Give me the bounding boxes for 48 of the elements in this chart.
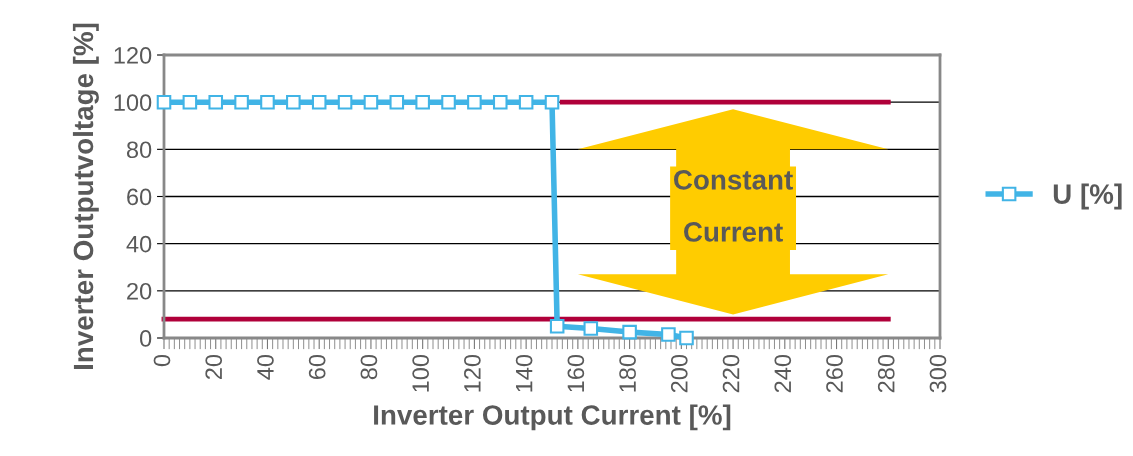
x-tick-label: 0 xyxy=(153,354,171,367)
x-tick-label: 180 xyxy=(619,354,636,392)
y-axis-title: Inverter Outputvoltage [%] xyxy=(72,23,99,370)
legend-label: U [%] xyxy=(1053,183,1122,210)
x-tick-label: 160 xyxy=(567,354,585,392)
y-tick-label: 40 xyxy=(126,235,152,253)
point xyxy=(549,318,565,334)
x-tick-label: 120 xyxy=(464,354,481,392)
point xyxy=(679,330,694,346)
y-tick-label: 100 xyxy=(114,94,152,111)
point xyxy=(156,94,172,110)
y-tick-label: 120 xyxy=(114,47,152,64)
point xyxy=(260,94,275,110)
x-tick-label: 20 xyxy=(205,354,223,380)
x-tick-label: 140 xyxy=(515,354,533,392)
point xyxy=(492,94,508,110)
y-tick-label: 0 xyxy=(139,330,152,347)
point xyxy=(208,94,224,110)
point xyxy=(286,94,301,110)
point xyxy=(234,94,249,110)
point xyxy=(441,94,456,110)
x-tick-label: 240 xyxy=(774,354,792,393)
point xyxy=(311,94,327,110)
point xyxy=(415,94,430,110)
point xyxy=(518,94,534,110)
annotation: Constant Current xyxy=(674,170,793,242)
x-tick-label: 100 xyxy=(412,354,429,392)
x-tick-label: 280 xyxy=(877,354,895,393)
point xyxy=(363,94,379,110)
point xyxy=(622,324,637,340)
x-tick-label: 300 xyxy=(929,354,947,393)
point xyxy=(661,327,676,342)
y-tick-label: 20 xyxy=(127,282,152,300)
point xyxy=(583,321,599,336)
point xyxy=(182,94,198,110)
y-tick-label: 60 xyxy=(127,188,152,206)
point xyxy=(389,94,405,110)
x-tick-label: 80 xyxy=(360,354,378,380)
point xyxy=(467,94,482,110)
y-tick-label: 80 xyxy=(126,141,152,159)
x-tick-label: 60 xyxy=(308,354,326,380)
x-tick-label: 220 xyxy=(722,354,740,393)
point xyxy=(337,94,353,110)
x-tick-label: 260 xyxy=(826,354,843,393)
x-tick-label: 200 xyxy=(670,354,688,393)
x-tick-label: 40 xyxy=(257,354,274,380)
x-axis-title: Inverter Output Current [%] xyxy=(374,404,731,431)
point xyxy=(544,94,560,110)
